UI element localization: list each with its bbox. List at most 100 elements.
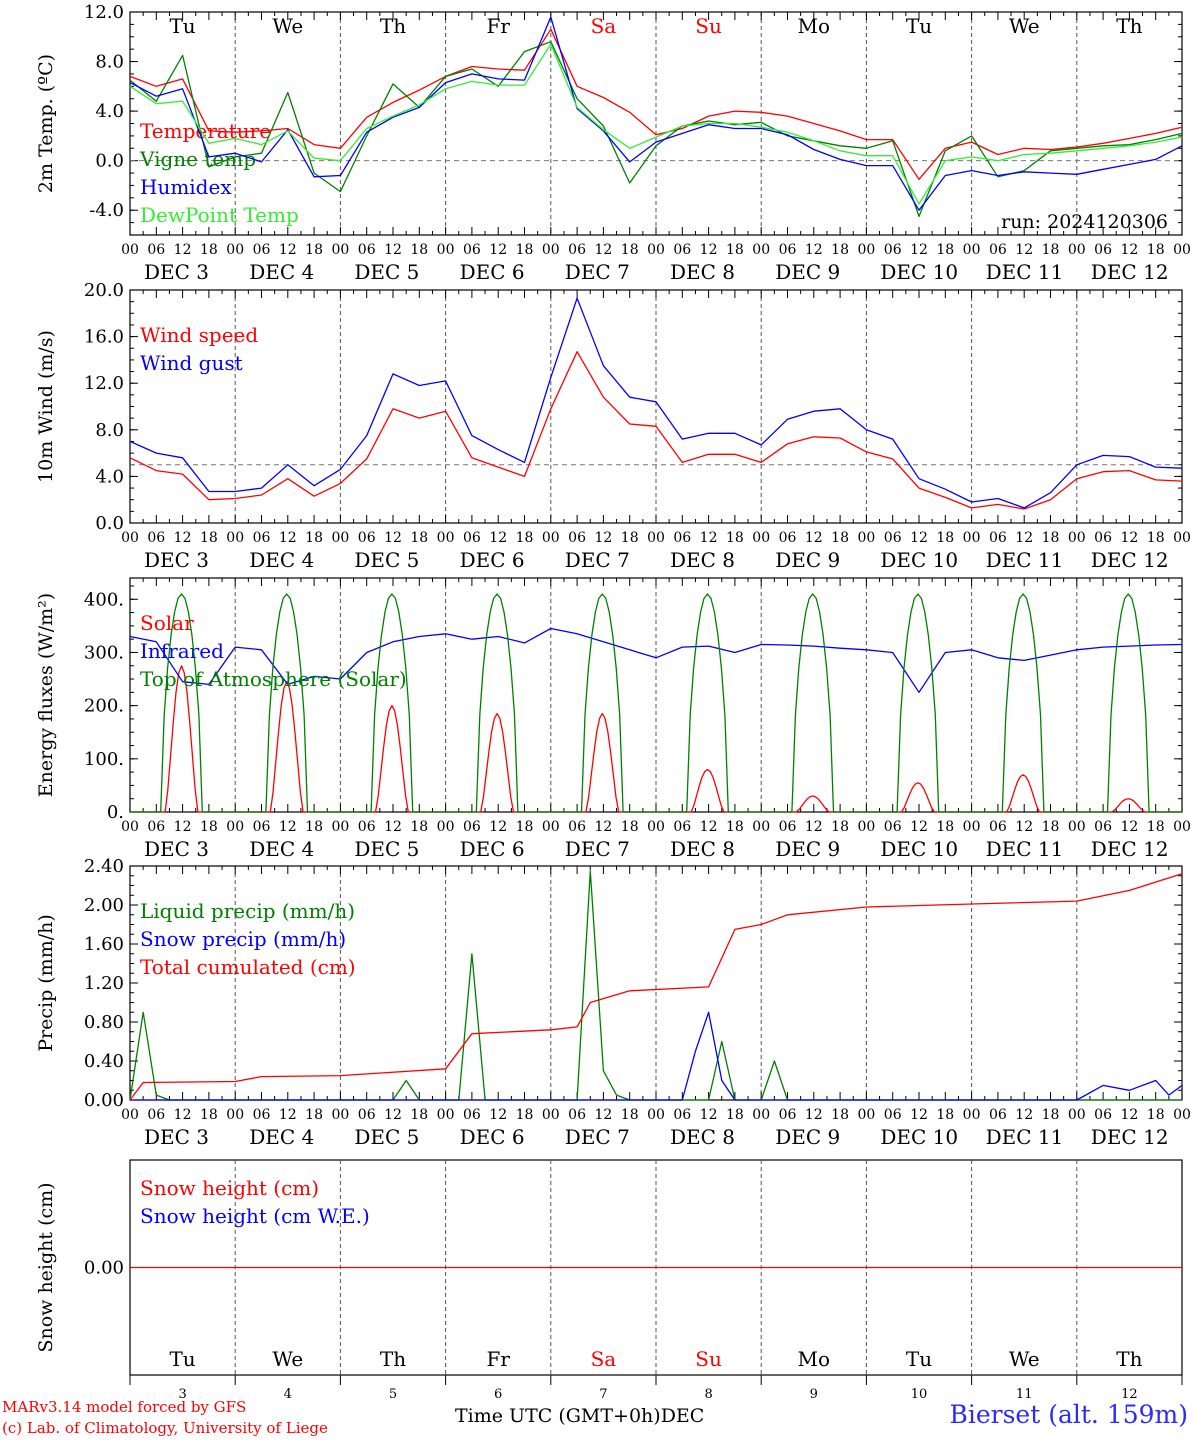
date-label: DEC 6: [460, 1125, 525, 1149]
hour-label: 18: [621, 242, 639, 258]
y-tick-label: 20.0: [84, 280, 124, 301]
hour-label: 18: [831, 1107, 849, 1123]
hour-label: 18: [516, 819, 534, 835]
hour-label: 12: [279, 530, 297, 546]
y-tick-label: 0.0: [95, 151, 124, 172]
date-label: DEC 3: [144, 1125, 209, 1149]
date-label: DEC 8: [670, 1125, 735, 1149]
hour-label: 06: [147, 819, 165, 835]
hour-label: 00: [752, 819, 770, 835]
hour-label: 12: [1120, 1107, 1138, 1123]
hour-label: 00: [437, 819, 455, 835]
legend-entry: Snow height (cm): [140, 1176, 319, 1200]
hour-label: 00: [542, 530, 560, 546]
weekday-label: Tu: [906, 14, 932, 38]
y-tick-label: 0.00: [84, 1258, 124, 1279]
legend-entry: Total cumulated (cm): [140, 955, 356, 979]
y-tick-label: 4.0: [95, 101, 124, 122]
hour-label: 12: [174, 530, 192, 546]
hour-label: 06: [884, 1107, 902, 1123]
series-line-wind-speed: [129, 351, 1183, 510]
hour-label: 00: [752, 1107, 770, 1123]
y-tick-label: 1.20: [84, 973, 124, 994]
date-label: DEC 4: [249, 260, 314, 284]
hour-label: 06: [358, 242, 376, 258]
hour-label: 18: [410, 1107, 428, 1123]
hour-label: 00: [226, 530, 244, 546]
hour-label: 06: [779, 1107, 797, 1123]
date-label: DEC 12: [1091, 260, 1169, 284]
hour-label: 06: [253, 819, 271, 835]
hour-label: 06: [253, 1107, 271, 1123]
weekday-label: Fr: [486, 14, 510, 38]
weekday-label-bottom: Mo: [798, 1347, 831, 1371]
run-annotation: run: 2024120306: [1001, 211, 1168, 233]
legend-entry: Wind speed: [140, 323, 258, 347]
hour-label: 00: [437, 530, 455, 546]
hour-label: 00: [1068, 819, 1086, 835]
hour-label: 06: [884, 530, 902, 546]
date-label: DEC 12: [1091, 1125, 1169, 1149]
hour-label: 06: [568, 819, 586, 835]
hour-label: 18: [726, 1107, 744, 1123]
hour-label: 18: [936, 819, 954, 835]
day-number-label: 10: [911, 1387, 928, 1402]
series-line-infrared: [129, 627, 1183, 693]
date-label: DEC 4: [249, 837, 314, 861]
date-label: DEC 9: [775, 1125, 840, 1149]
legend-entry: Vigne temp: [139, 147, 256, 171]
weekday-label: We: [272, 14, 303, 38]
y-tick-label: 0.00: [84, 1090, 124, 1111]
hour-label: 00: [542, 242, 560, 258]
panel-5: 0.00 Snow height (cm) Snow height (cm) Snow…: [35, 1159, 1183, 1402]
hour-label: 18: [1042, 1107, 1060, 1123]
y-tick-label: 400.: [84, 589, 124, 610]
hour-label: 18: [1042, 242, 1060, 258]
panel-3: 400. 300. 200. 100. 0. Energy fluxes (W/m²) So…: [35, 577, 1191, 861]
date-label: DEC 10: [880, 260, 958, 284]
weekday-label: We: [1009, 14, 1040, 38]
date-label: DEC 5: [354, 548, 419, 572]
day-number-label: 8: [704, 1387, 712, 1402]
hour-label: 00: [1173, 1107, 1191, 1123]
hour-label: 18: [831, 530, 849, 546]
date-label: DEC 7: [565, 1125, 630, 1149]
y-tick-label: 0.40: [84, 1051, 124, 1072]
hour-label: 00: [331, 242, 349, 258]
hour-label: 18: [726, 819, 744, 835]
hour-label: 18: [1147, 819, 1165, 835]
hour-label: 00: [226, 819, 244, 835]
hour-label: 18: [516, 1107, 534, 1123]
hour-label: 00: [121, 242, 139, 258]
hour-label: 12: [489, 1107, 507, 1123]
date-label: DEC 8: [670, 548, 735, 572]
hour-label: 00: [647, 1107, 665, 1123]
hour-label: 06: [147, 242, 165, 258]
hour-label: 18: [936, 1107, 954, 1123]
hour-label: 06: [1094, 242, 1112, 258]
panel-4: 2.40 2.00 1.60 1.20 0.80 0.40 0.00 Precip (mm/h…: [35, 856, 1191, 1149]
day-number-label: 7: [599, 1387, 607, 1402]
hour-label: 00: [963, 1107, 981, 1123]
date-label: DEC 7: [565, 837, 630, 861]
hour-label: 06: [463, 530, 481, 546]
hour-label: 06: [989, 242, 1007, 258]
y-tick-label: 12.0: [84, 373, 124, 394]
hour-label: 00: [1173, 242, 1191, 258]
hour-label: 18: [1042, 530, 1060, 546]
legend-entry: Infrared: [140, 639, 224, 663]
hour-label: 12: [805, 242, 823, 258]
legend-entry: DewPoint Temp: [140, 203, 299, 227]
hour-label: 12: [910, 530, 928, 546]
hour-label: 18: [936, 530, 954, 546]
hour-label: 12: [700, 242, 718, 258]
date-label: DEC 9: [775, 548, 840, 572]
hour-label: 12: [384, 242, 402, 258]
date-label: DEC 10: [880, 1125, 958, 1149]
model-credit: MARv3.14 model forced by GFS: [2, 1398, 247, 1416]
legend-entry: Wind gust: [140, 351, 243, 375]
hour-label: 18: [1147, 530, 1165, 546]
hour-label: 06: [147, 530, 165, 546]
hour-label: 06: [463, 819, 481, 835]
